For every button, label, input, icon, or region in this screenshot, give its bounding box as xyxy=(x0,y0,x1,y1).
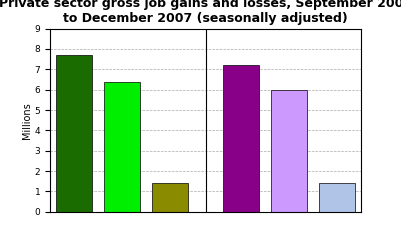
Bar xyxy=(223,65,259,212)
Bar xyxy=(271,90,307,212)
Title: Private sector gross job gains and losses, September 2007
to December 2007 (seas: Private sector gross job gains and losse… xyxy=(0,0,401,25)
Y-axis label: Millions: Millions xyxy=(22,102,32,139)
Bar xyxy=(104,81,140,212)
Bar xyxy=(152,183,188,212)
Bar xyxy=(319,183,355,212)
Bar xyxy=(56,55,92,212)
